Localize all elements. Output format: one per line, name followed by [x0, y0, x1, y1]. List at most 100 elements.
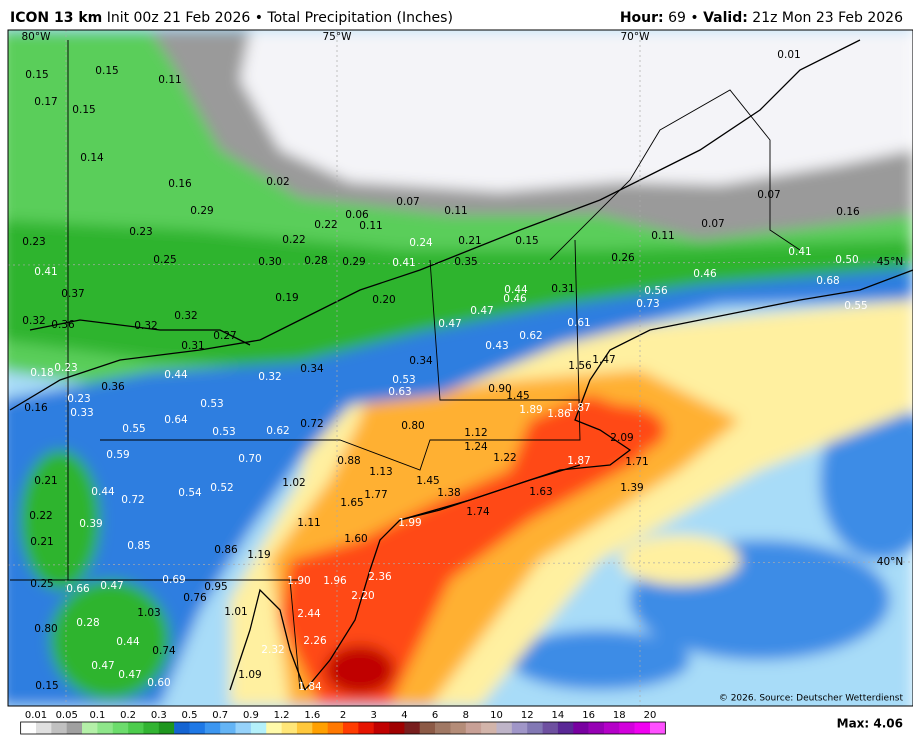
- precip-value: 2.26: [303, 635, 327, 647]
- colorbar-swatch: [112, 722, 129, 734]
- precip-value: 0.25: [30, 578, 53, 590]
- precip-value: 0.32: [134, 320, 157, 332]
- colorbar-label: 0.3: [151, 710, 167, 721]
- precip-value: 0.85: [127, 540, 150, 552]
- title-detail: Init 00z 21 Feb 2026 • Total Precipitati…: [107, 10, 453, 26]
- colorbar-swatch: [465, 722, 482, 734]
- precip-value: 0.80: [401, 420, 424, 432]
- precip-value: 0.69: [162, 574, 185, 586]
- precip-value: 1.86: [547, 408, 571, 420]
- colorbar-label: 6: [432, 710, 438, 721]
- colorbar-swatch: [235, 722, 252, 734]
- colorbar-swatch: [650, 722, 666, 734]
- precip-value: 0.70: [238, 453, 261, 465]
- colorbar-swatch: [496, 722, 513, 734]
- precip-value: 0.20: [372, 294, 395, 306]
- precip-value: 2.44: [297, 608, 321, 620]
- colorbar-swatch: [557, 722, 574, 734]
- precip-value: 1.89: [519, 404, 542, 416]
- precip-value: 1.38: [437, 487, 460, 499]
- precip-value: 0.41: [34, 266, 57, 278]
- precip-value: 0.16: [24, 402, 48, 414]
- precip-value: 0.11: [359, 220, 382, 232]
- precip-value: 1.65: [340, 497, 363, 509]
- precip-value: 0.30: [258, 256, 281, 268]
- copyright: © 2026. Source: Deutscher Wetterdienst: [719, 694, 904, 704]
- colorbar-swatch: [97, 722, 114, 734]
- colorbar-label: 0.9: [243, 710, 259, 721]
- precip-value: 0.80: [34, 623, 57, 635]
- colorbar-swatch: [389, 722, 405, 734]
- precip-value: 0.02: [266, 176, 289, 188]
- precip-value: 0.22: [29, 510, 52, 522]
- precip-value: 0.17: [34, 96, 57, 108]
- colorbar-swatch: [542, 722, 559, 734]
- precip-value: 1.12: [464, 427, 487, 439]
- colorbar-swatch: [435, 722, 451, 734]
- precip-value: 0.61: [567, 317, 590, 329]
- precip-value: 0.68: [816, 275, 839, 287]
- precip-value: 0.34: [409, 355, 433, 367]
- precip-value: 0.63: [388, 386, 411, 398]
- valid-value: 21z Mon 23 Feb 2026: [752, 10, 903, 26]
- lon-label: 75°W: [323, 31, 353, 43]
- precip-value: 0.21: [30, 536, 53, 548]
- colorbar-frame: [20, 721, 666, 735]
- colorbar-swatch: [343, 722, 359, 734]
- colorbar-swatch: [189, 722, 206, 734]
- precip-value: 1.87: [567, 402, 590, 414]
- precip-value: 0.32: [258, 371, 281, 383]
- colorbar-label: 0.1: [89, 710, 105, 721]
- colorbar-swatch: [312, 722, 328, 734]
- precip-value: 1.60: [344, 533, 367, 545]
- colorbar-swatch: [82, 722, 98, 734]
- precip-value: 1.56: [568, 360, 592, 372]
- precip-value: 0.29: [342, 256, 365, 268]
- colorbar-label: 0.2: [120, 710, 136, 721]
- precip-value: 0.41: [392, 257, 415, 269]
- precip-value: 0.11: [158, 74, 181, 86]
- precip-value: 0.47: [100, 580, 123, 592]
- colorbar-swatch: [250, 722, 267, 734]
- model-name: ICON 13 km: [10, 10, 102, 26]
- precip-value: 0.41: [788, 246, 811, 258]
- colorbar-swatch: [481, 722, 497, 734]
- precip-value: 0.24: [409, 237, 433, 249]
- lon-label: 80°W: [22, 31, 52, 43]
- precip-value: 1.77: [364, 489, 387, 501]
- colorbar-swatch: [143, 722, 160, 734]
- colorbar-label: 0.01: [25, 710, 47, 721]
- colorbar-swatch: [588, 722, 605, 734]
- lat-label: 40°N: [877, 556, 903, 568]
- precip-value: 0.39: [79, 518, 102, 530]
- graticule: [8, 30, 913, 706]
- precip-value: 1.99: [398, 517, 421, 529]
- colorbar-swatch: [419, 722, 436, 734]
- precip-value: 0.55: [122, 423, 145, 435]
- precip-value: 0.25: [153, 254, 176, 266]
- colorbar-label: 1.6: [304, 710, 320, 721]
- map-frame: [7, 29, 913, 707]
- colorbar-label: 16: [582, 710, 595, 721]
- precip-value: 0.90: [488, 383, 511, 395]
- precip-value: 0.15: [25, 69, 48, 81]
- colorbar-label: 12: [521, 710, 534, 721]
- colorbar-label: 3: [371, 710, 377, 721]
- max-value: Max: 4.06: [837, 717, 903, 731]
- precip-value: 0.47: [438, 318, 461, 330]
- precip-value: 0.64: [164, 414, 188, 426]
- precip-value: 1.45: [416, 475, 439, 487]
- precip-field: [8, 30, 913, 706]
- colorbar-label: 1.2: [274, 710, 290, 721]
- hour-label: Hour:: [620, 10, 664, 26]
- precip-value: 0.53: [212, 426, 235, 438]
- precip-value: 0.23: [67, 393, 90, 405]
- colorbar-swatch: [20, 722, 37, 734]
- precip-value: 0.29: [190, 205, 213, 217]
- precip-value: 0.31: [181, 340, 204, 352]
- precip-value: 0.21: [458, 235, 481, 247]
- precip-value: 1.19: [247, 549, 270, 561]
- precip-value: 0.86: [214, 544, 238, 556]
- precip-value: 0.36: [101, 381, 125, 393]
- precip-value: 0.47: [118, 669, 141, 681]
